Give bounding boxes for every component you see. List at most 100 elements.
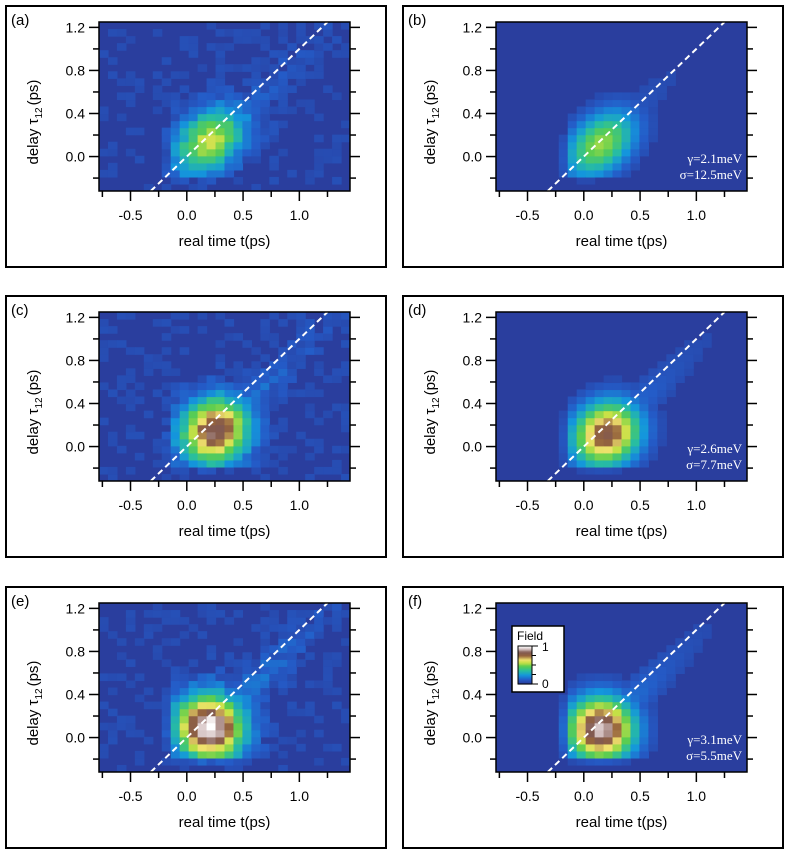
heatmap-cell [693,340,703,348]
heatmap-cell [558,722,569,731]
heatmap-cell [657,389,667,398]
heatmap-cell [233,431,244,440]
heatmap-cell [287,71,297,79]
heatmap-cell [287,64,297,72]
heatmap-cell [233,29,244,37]
heatmap-cell [99,319,109,327]
heatmap-cell [639,715,649,724]
heatmap-cell [170,617,181,625]
heatmap-cell [260,452,270,461]
heatmap-cell [260,85,270,94]
heatmap-cell [242,29,252,37]
heatmap-cell [107,169,118,178]
heatmap-cell [296,340,306,348]
heatmap-cell [639,120,649,129]
heatmap-cell [305,326,315,334]
plot-frame [495,311,748,482]
heatmap-cell [170,326,181,334]
heatmap-cell [242,757,252,766]
y-tick-label: 0.0 [66,439,86,455]
heatmap-cell [260,99,270,108]
heatmap-cell [99,347,109,355]
heatmap-cell [251,694,261,703]
heatmap-cell [152,438,163,447]
heatmap-cell [648,694,658,703]
heatmap-cell [612,452,623,461]
heatmap-cell [639,722,649,731]
heatmap-cell [251,85,261,94]
heatmap-cell [161,403,172,412]
heatmap-cell [206,445,217,454]
heatmap-cell [251,715,261,724]
heatmap-cell [188,459,199,468]
heatmap-cell [251,417,261,426]
heatmap-cell [99,354,109,362]
heatmap-cell [639,396,649,405]
panel-f: 0.0 0.4 0.8 1.2 -0.5 0.0 0.5 1.0 real time t(ps)… [402,586,784,849]
heatmap-cell [567,687,578,696]
colorbar-segment [518,665,532,667]
heatmap-cell [99,624,109,632]
heatmap-cell [188,694,199,703]
heatmap-cell [251,701,261,710]
heatmap-cell [657,368,667,376]
heatmap-cell [287,652,297,660]
heatmap-cell [215,687,226,696]
heatmap-cell [585,113,596,122]
heatmap-cell [188,162,199,171]
colorbar-segment [518,657,532,660]
heatmap-cell [648,659,658,667]
heatmap-cell [576,722,587,731]
heatmap-cell [125,127,136,136]
heatmap-cell [648,715,658,724]
heatmap-cell [197,424,208,433]
heatmap-cell [215,148,226,157]
heatmap-cell [170,708,181,717]
heatmap-cell [206,680,217,689]
heatmap-cell [170,750,181,759]
colorbar-segment [518,672,532,675]
heatmap-cell [170,687,181,696]
heatmap-cell [215,673,226,682]
heatmap-cell [287,666,297,675]
heatmap-cell [188,99,199,108]
heatmap-cell [621,729,632,738]
heatmap-cell [639,673,649,682]
heatmap-cell [567,694,578,703]
heatmap-cell [323,617,333,625]
heatmap-cell [278,666,288,675]
heatmap-cell [576,743,587,752]
heatmap-cell [215,113,226,122]
plot-frame [98,311,351,482]
heatmap-cell [134,382,145,391]
heatmap-cell [594,417,605,426]
heatmap-cell [594,701,605,710]
heatmap-cell [152,71,163,79]
heatmap-cell [305,382,315,391]
heatmap-cell [224,757,235,766]
colorbar-tick-label: 0 [542,677,549,691]
heatmap-cell [197,631,208,639]
y-tick-label: 0.8 [463,352,483,368]
heatmap-cell [323,652,333,660]
x-tick-label: 1.0 [290,207,310,223]
heatmap-cell [612,127,623,136]
heatmap-cell [323,333,333,341]
x-tick-label: 1.0 [687,207,707,223]
heatmap-cell [612,134,623,143]
heatmap-cell [684,645,694,653]
heatmap-cell [341,410,350,419]
heatmap-cell [170,155,181,164]
heatmap-cell [639,417,649,426]
heatmap-cell [99,743,109,752]
heatmap-cell [287,673,297,682]
heatmap-cell [675,645,685,653]
heatmap-cell [278,347,288,355]
heatmap-cell [107,148,118,157]
heatmap-cell [242,375,252,384]
heatmap-cell [585,431,596,440]
heatmap-cell [612,729,623,738]
heatmap-cell [215,610,226,618]
heatmap-cell [215,375,226,384]
heatmap-cell [323,603,333,611]
